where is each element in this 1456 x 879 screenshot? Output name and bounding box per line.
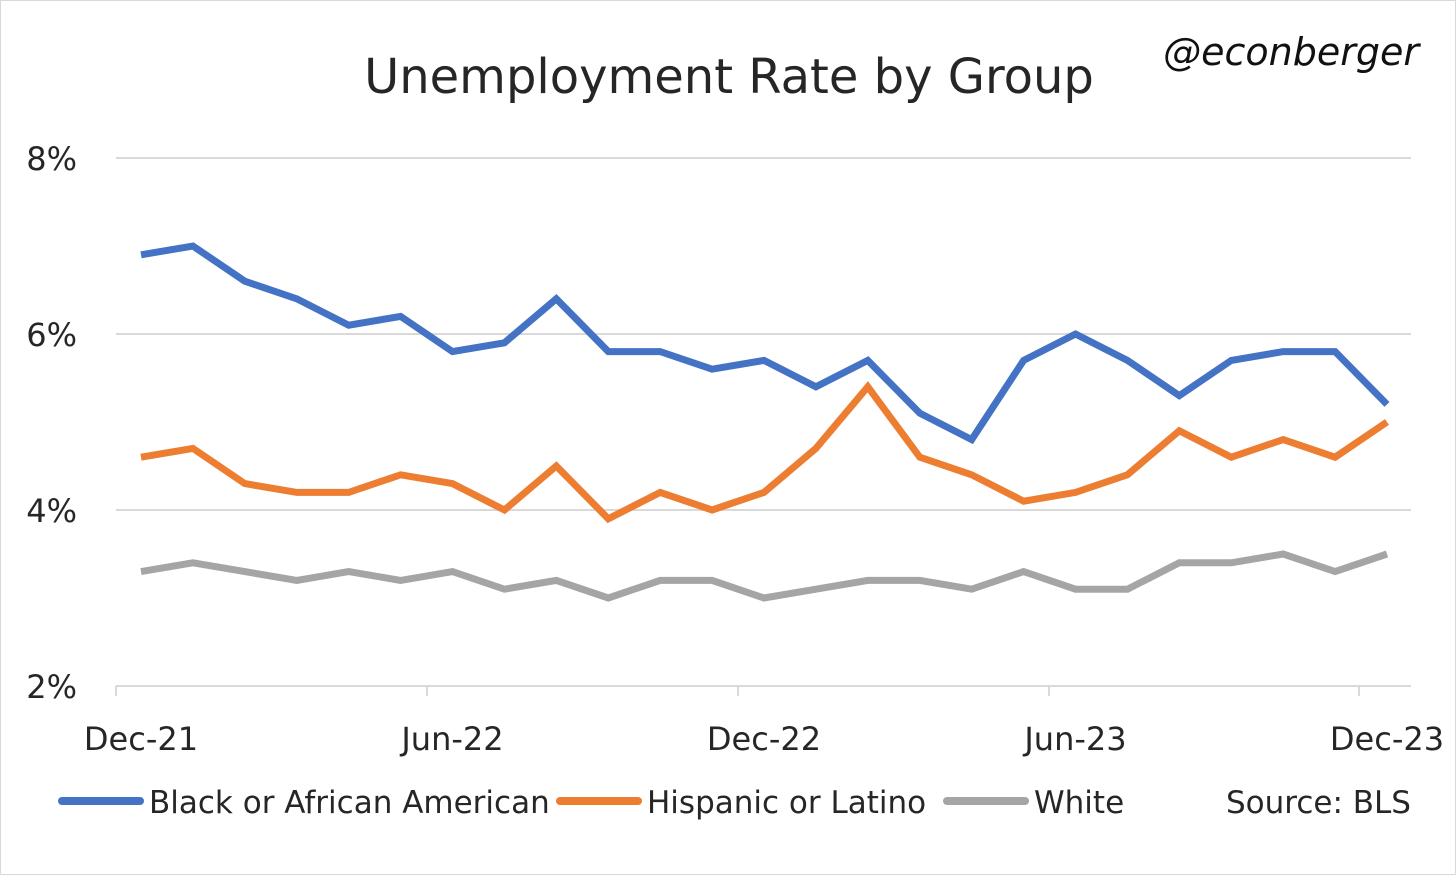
chart-title: Unemployment Rate by Group xyxy=(364,49,1094,105)
x-tick-label: Jun-22 xyxy=(399,720,503,758)
x-tick-label: Jun-23 xyxy=(1022,720,1126,758)
series-line-0 xyxy=(140,242,1390,445)
source-note: Source: BLS xyxy=(1226,785,1411,821)
legend-label-black: Black or African American xyxy=(149,785,550,821)
y-axis-ticks: 2% 4% 6% 8% xyxy=(26,140,77,706)
series-lines xyxy=(140,242,1390,602)
legend-item-black: Black or African American xyxy=(58,785,550,821)
y-tick-label: 8% xyxy=(26,140,77,178)
x-tick-label: Dec-21 xyxy=(84,720,198,758)
legend-item-white: White xyxy=(943,785,1124,821)
y-tick-label: 4% xyxy=(26,492,77,530)
y-tick-label: 2% xyxy=(26,668,77,706)
legend-item-hispanic: Hispanic or Latino xyxy=(556,785,926,821)
x-tick-label: Dec-22 xyxy=(707,720,821,758)
x-axis-ticks: Dec-21 Jun-22 Dec-22 Jun-23 Dec-23 xyxy=(84,720,1444,758)
y-tick-label: 6% xyxy=(26,316,77,354)
x-tick-label: Dec-23 xyxy=(1330,720,1444,758)
series-line-2 xyxy=(140,550,1389,602)
x-axis xyxy=(115,685,1411,696)
author-handle: @econberger xyxy=(1163,30,1421,74)
legend-label-hispanic: Hispanic or Latino xyxy=(647,785,926,821)
legend-label-white: White xyxy=(1034,785,1124,821)
legend: Black or African American Hispanic or La… xyxy=(58,785,1124,821)
series-line-1 xyxy=(140,381,1389,524)
gridlines xyxy=(116,157,1411,511)
